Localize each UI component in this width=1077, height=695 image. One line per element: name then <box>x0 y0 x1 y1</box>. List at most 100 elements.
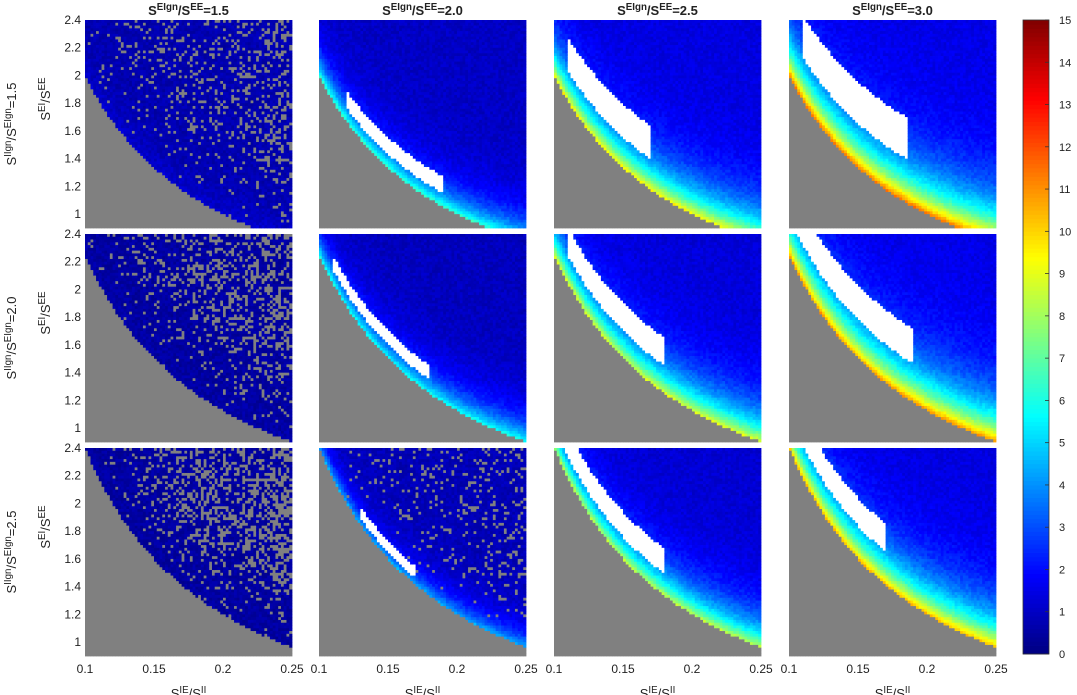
heatmap-cell <box>124 197 127 200</box>
heatmap-cell <box>115 139 118 142</box>
heatmap-cell <box>96 181 99 184</box>
heatmap-cell <box>140 225 143 228</box>
heatmap-cell <box>132 109 135 112</box>
heatmap-cell <box>93 150 96 153</box>
heatmap-cell <box>143 206 146 209</box>
heatmap-cell <box>126 148 129 151</box>
heatmap-cell <box>137 217 140 220</box>
heatmap-cell <box>110 156 113 159</box>
heatmap-cell <box>124 125 127 128</box>
heatmap-cell <box>115 189 118 192</box>
heatmap-cell <box>85 84 88 87</box>
heatmap-cell <box>121 100 124 103</box>
heatmap-cell <box>110 131 113 134</box>
heatmap-cell <box>107 34 110 37</box>
heatmap-cell <box>91 184 94 187</box>
heatmap-cell <box>140 34 143 37</box>
heatmap-cell <box>140 45 143 48</box>
heatmap-cell <box>137 98 140 101</box>
heatmap-cell <box>118 170 121 173</box>
heatmap-cell <box>104 31 107 34</box>
heatmap-cell <box>124 95 127 98</box>
heatmap-cell <box>102 84 105 87</box>
heatmap-cell <box>143 156 146 159</box>
heatmap-cell <box>104 112 107 115</box>
heatmap-cell <box>85 100 88 103</box>
heatmap-cell <box>140 23 143 26</box>
heatmap-cell <box>91 73 94 76</box>
heatmap-cell <box>126 95 129 98</box>
heatmap-cell <box>124 81 127 84</box>
heatmap-cell <box>113 34 116 37</box>
heatmap-cell <box>140 75 143 78</box>
heatmap-cell <box>113 220 116 223</box>
heatmap-cell <box>146 131 149 134</box>
heatmap-cell <box>140 62 143 65</box>
heatmap-cell <box>132 123 135 126</box>
heatmap-cell <box>93 48 96 51</box>
heatmap-cell <box>104 164 107 167</box>
heatmap-cell <box>121 136 124 139</box>
heatmap-cell <box>96 67 99 70</box>
heatmap-cell <box>107 167 110 170</box>
heatmap-cell <box>143 153 146 156</box>
heatmap-cell <box>140 167 143 170</box>
heatmap-cell <box>93 139 96 142</box>
heatmap-cell <box>91 136 94 139</box>
heatmap-cell <box>96 139 99 142</box>
heatmap-cell <box>124 156 127 159</box>
heatmap-cell <box>88 37 91 40</box>
heatmap-cell <box>118 211 121 214</box>
heatmap-cell <box>135 148 138 151</box>
heatmap-cell <box>99 23 102 26</box>
heatmap-cell <box>91 225 94 228</box>
heatmap-cell <box>140 128 143 131</box>
heatmap-cell <box>129 200 132 203</box>
heatmap-cell <box>140 112 143 115</box>
heatmap-cell <box>93 34 96 37</box>
heatmap-cell <box>110 95 113 98</box>
heatmap-cell <box>93 173 96 176</box>
heatmap-cell <box>146 103 149 106</box>
heatmap-cell <box>88 220 91 223</box>
heatmap-cell <box>85 214 88 217</box>
heatmap-cell <box>107 70 110 73</box>
heatmap-cell <box>126 34 129 37</box>
heatmap-cell <box>93 128 96 131</box>
heatmap-cell <box>99 84 102 87</box>
heatmap-cell <box>135 34 138 37</box>
heatmap-cell <box>107 217 110 220</box>
heatmap-cell <box>107 170 110 173</box>
heatmap-cell <box>118 23 121 26</box>
heatmap-cell <box>121 70 124 73</box>
heatmap-cell <box>143 125 146 128</box>
heatmap-cell <box>146 167 149 170</box>
heatmap-cell <box>85 197 88 200</box>
heatmap-cell <box>85 220 88 223</box>
heatmap-cell <box>118 28 121 31</box>
heatmap-cell <box>115 220 118 223</box>
heatmap-cell <box>99 112 102 115</box>
heatmap-cell <box>146 70 149 73</box>
heatmap-cell <box>146 136 149 139</box>
heatmap-cell <box>146 81 149 84</box>
heatmap-cell <box>140 28 143 31</box>
heatmap-cell <box>99 100 102 103</box>
heatmap-cell <box>146 175 149 178</box>
heatmap-cell <box>135 73 138 76</box>
heatmap-cell <box>93 56 96 59</box>
heatmap-cell <box>135 45 138 48</box>
heatmap-cell <box>121 37 124 40</box>
heatmap-cell <box>102 139 105 142</box>
heatmap-cell <box>110 64 113 67</box>
heatmap-cell <box>91 189 94 192</box>
heatmap-cell <box>143 37 146 40</box>
heatmap-cell <box>104 134 107 137</box>
heatmap-cell <box>113 222 116 225</box>
heatmap-cell <box>113 175 116 178</box>
heatmap-cell <box>110 89 113 92</box>
heatmap-cell <box>115 150 118 153</box>
heatmap-cell <box>102 78 105 81</box>
heatmap-cell <box>113 164 116 167</box>
heatmap-cell <box>129 120 132 123</box>
